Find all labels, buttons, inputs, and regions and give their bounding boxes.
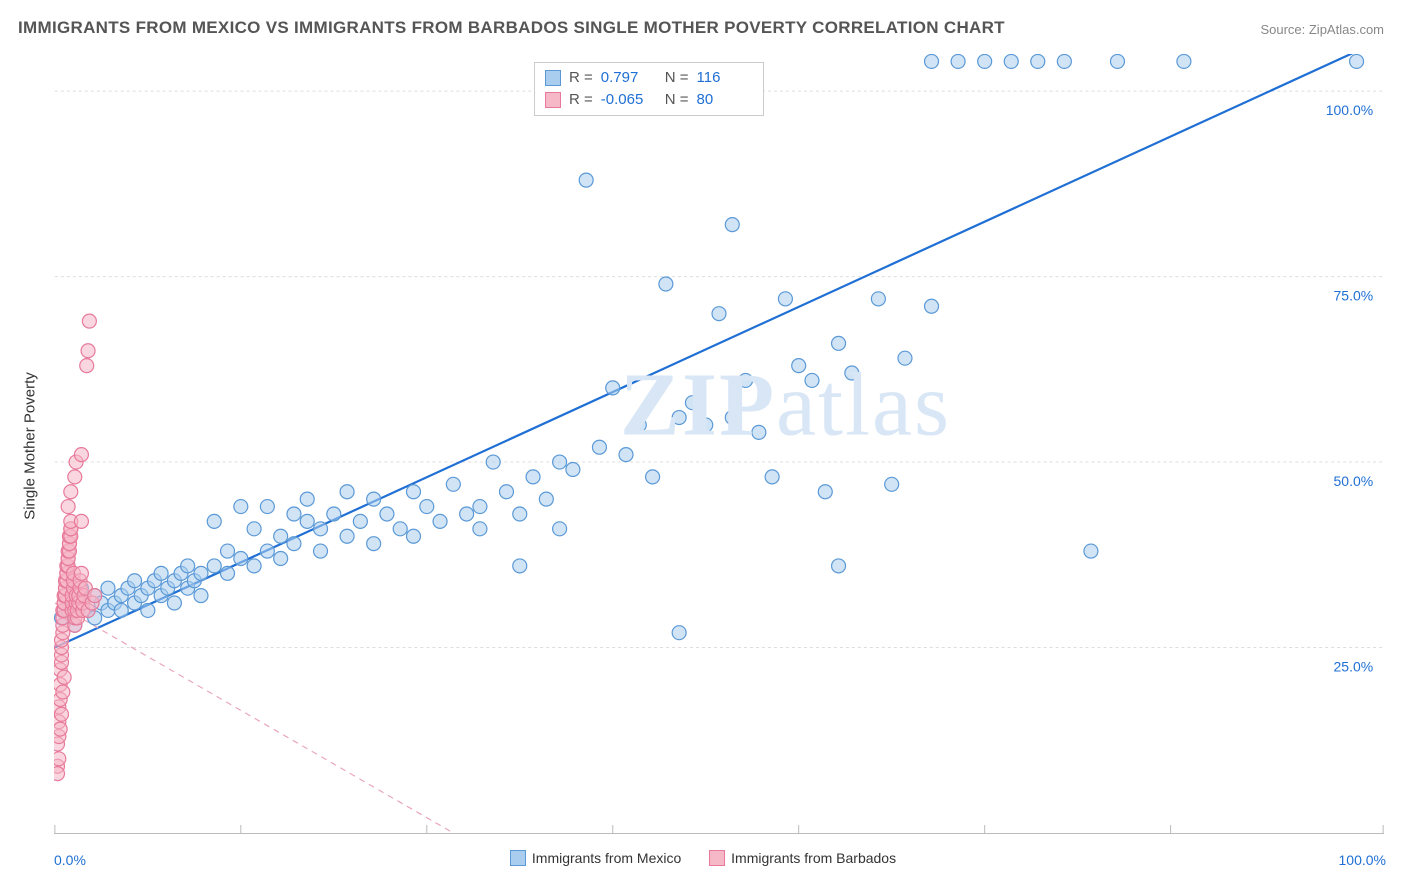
chart-title: IMMIGRANTS FROM MEXICO VS IMMIGRANTS FRO… — [18, 18, 1005, 38]
chart-area: 25.0%50.0%75.0%100.0% ZIPatlas R = 0.797… — [54, 54, 1384, 834]
stat-n-label: N = — [665, 89, 689, 111]
stat-r-label: R = — [569, 67, 593, 89]
scatter-plot: 25.0% 50.0% 75.0% 100.0% — [54, 54, 1384, 834]
y-axis-label: Single Mother Poverty — [22, 372, 39, 520]
stat-n-label: N = — [665, 67, 689, 89]
legend-swatch-barbados — [709, 850, 725, 866]
bottom-legend: Immigrants from Mexico Immigrants from B… — [0, 850, 1406, 869]
svg-text:100.0%: 100.0% — [1326, 102, 1373, 118]
legend-label: Immigrants from Barbados — [731, 850, 896, 866]
stat-r-value: -0.065 — [601, 89, 657, 111]
stat-swatch-mexico — [545, 70, 561, 86]
stat-n-value: 116 — [697, 67, 753, 89]
stat-row-mexico: R = 0.797 N = 116 — [545, 67, 753, 89]
legend-item-mexico: Immigrants from Mexico — [510, 850, 681, 866]
legend-item-barbados: Immigrants from Barbados — [709, 850, 896, 866]
svg-text:75.0%: 75.0% — [1334, 288, 1374, 304]
chart-source: Source: ZipAtlas.com — [1260, 22, 1384, 37]
stat-r-value: 0.797 — [601, 67, 657, 89]
svg-text:25.0%: 25.0% — [1334, 658, 1374, 674]
stat-n-value: 80 — [697, 89, 753, 111]
correlation-stat-box: R = 0.797 N = 116 R = -0.065 N = 80 — [534, 62, 764, 116]
legend-swatch-mexico — [510, 850, 526, 866]
svg-text:50.0%: 50.0% — [1334, 473, 1374, 489]
stat-r-label: R = — [569, 89, 593, 111]
stat-row-barbados: R = -0.065 N = 80 — [545, 89, 753, 111]
stat-swatch-barbados — [545, 92, 561, 108]
legend-label: Immigrants from Mexico — [532, 850, 681, 866]
